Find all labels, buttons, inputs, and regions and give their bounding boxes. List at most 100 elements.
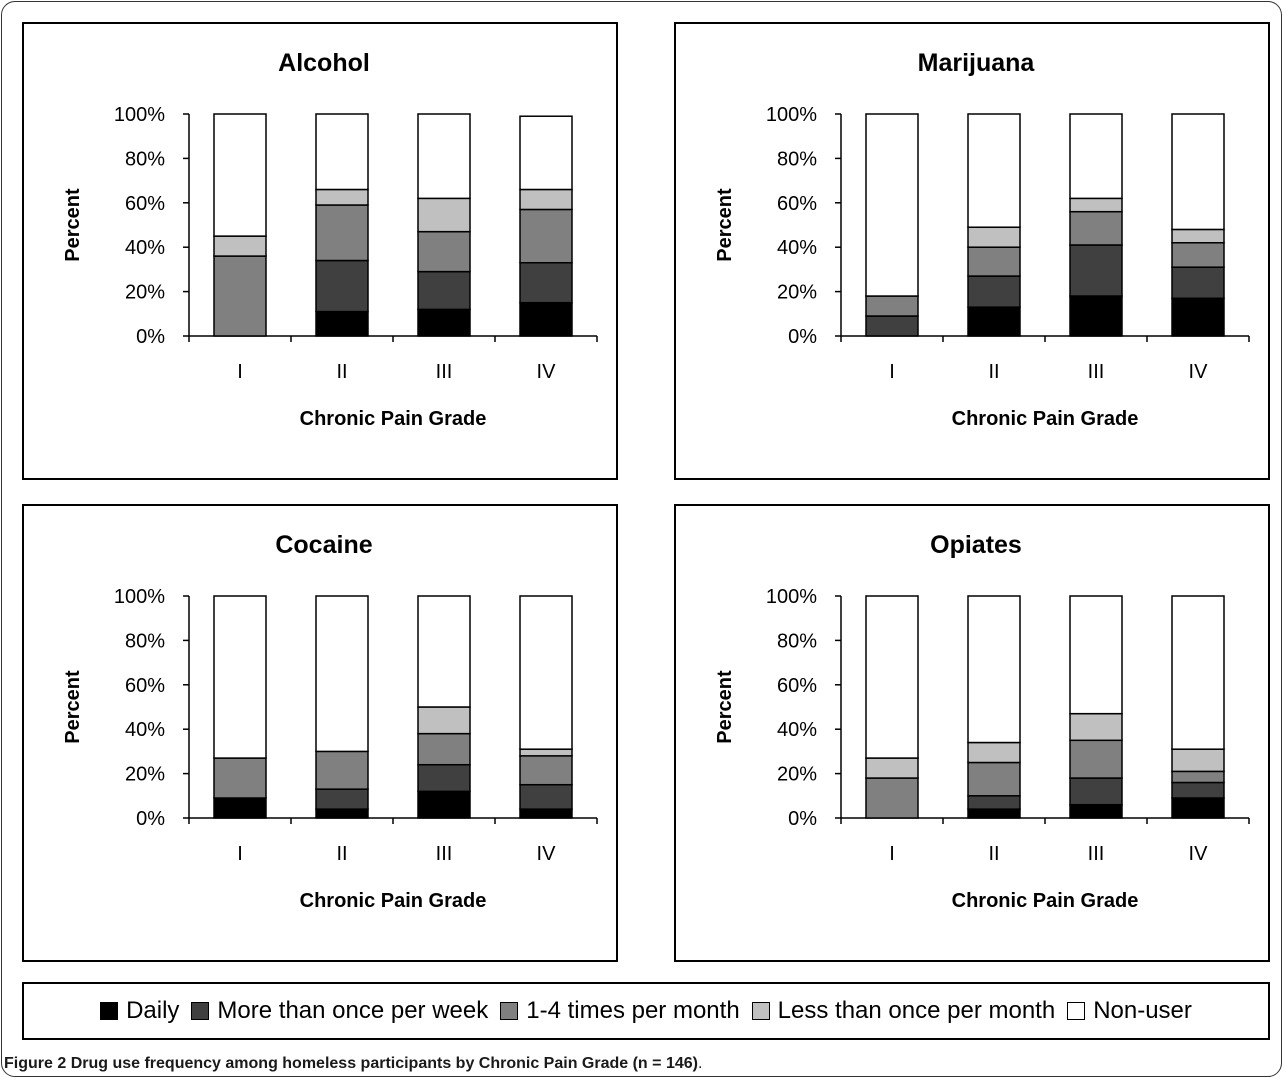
y-tick-label: 100% (114, 586, 165, 608)
bar-segment-less-than-once-per-month (519, 188, 573, 211)
x-tick-label: I (237, 843, 243, 865)
x-axis-label: Chronic Pain Grade (952, 408, 1139, 430)
bar-segment-non-user (417, 113, 471, 200)
bar-segment-1-4-times-per-month (417, 230, 471, 273)
bar-segment-1-4-times-per-month (1171, 770, 1225, 784)
bar-segment-less-than-once-per-month (967, 741, 1021, 764)
bar-segment-1-4-times-per-month (315, 750, 369, 790)
bar-segment-1-4-times-per-month (1069, 210, 1123, 246)
y-tick-label: 60% (125, 193, 165, 215)
bar-segment-non-user (1171, 113, 1225, 231)
bar-segment-more-than-once-per-week (519, 261, 573, 304)
y-axis-label: Percent (714, 670, 736, 744)
x-tick-label: II (336, 843, 347, 865)
legend-item-less-than-once-per-month: Less than once per month (751, 997, 1056, 1025)
y-tick-label: 80% (125, 148, 165, 170)
bar-segment-1-4-times-per-month (1171, 242, 1225, 268)
y-tick-label: 60% (777, 193, 817, 215)
chart-panel-opiates: Opiates 0% 20% 40% 60% 80% 100% I II III IV Chronic… (674, 504, 1270, 962)
y-tick-label: 80% (125, 630, 165, 652)
legend-item-more-than-once-per-week: More than once per week (191, 997, 488, 1025)
x-tick-label: I (889, 361, 895, 383)
bar-segment-1-4-times-per-month (967, 246, 1021, 277)
bar-segment-1-4-times-per-month (315, 204, 369, 262)
bar-segment-1-4-times-per-month (967, 761, 1021, 797)
legend-swatch-less-than-once-per-month (751, 1002, 770, 1020)
bar-segment-1-4-times-per-month (1069, 739, 1123, 779)
legend: Daily More than once per week 1-4 times … (22, 982, 1270, 1040)
legend-label-less-than-once-per-month: Less than once per month (777, 997, 1056, 1024)
y-tick-label: 100% (766, 104, 817, 126)
x-tick-label: IV (1189, 843, 1209, 865)
x-tick-label: II (988, 361, 999, 383)
x-tick-label: IV (537, 843, 557, 865)
x-axis-label: Chronic Pain Grade (300, 890, 487, 912)
bar-segment-less-than-once-per-month (967, 226, 1021, 248)
y-axis-label: Percent (714, 188, 736, 262)
bar-segment-more-than-once-per-week (315, 788, 369, 810)
bar-segment-non-user (865, 113, 919, 297)
bar-segment-non-user (213, 113, 267, 237)
chart-panel-alcohol: Alcohol 0% 20% 40% 60% 80% 100% I II III IV Chronic… (22, 22, 618, 480)
bar-segment-non-user (315, 595, 369, 753)
legend-item-1-4-times-per-month: 1-4 times per month (500, 997, 740, 1025)
y-tick-label: 40% (777, 719, 817, 741)
chart-title: Alcohol (278, 49, 370, 77)
legend-swatch-daily (100, 1002, 119, 1020)
bar-segment-daily (417, 790, 471, 819)
x-tick-label: III (1088, 843, 1105, 865)
legend-swatch-more-than-once-per-week (191, 1002, 210, 1020)
bar-segment-non-user (519, 115, 573, 191)
x-tick-label: IV (1189, 361, 1209, 383)
y-tick-label: 0% (136, 808, 165, 830)
bar-segment-less-than-once-per-month (315, 188, 369, 206)
bar-segment-daily (1171, 297, 1225, 337)
bar-segment-less-than-once-per-month (865, 757, 919, 779)
bar-segment-less-than-once-per-month (417, 706, 471, 735)
chart-title: Opiates (930, 531, 1022, 559)
bar-segment-more-than-once-per-week (519, 783, 573, 810)
bar-segment-1-4-times-per-month (213, 757, 267, 799)
bar-segment-less-than-once-per-month (1069, 197, 1123, 213)
bar-segment-1-4-times-per-month (865, 295, 919, 317)
bar-segment-daily (967, 306, 1021, 337)
bar-segment-daily (519, 301, 573, 337)
bar-segment-non-user (315, 113, 369, 191)
y-axis-label: Percent (62, 670, 84, 744)
bar-segment-non-user (967, 113, 1021, 228)
y-tick-label: 60% (777, 675, 817, 697)
bar-segment-less-than-once-per-month (1171, 228, 1225, 244)
bar-segment-daily (315, 808, 369, 819)
y-tick-label: 20% (777, 764, 817, 786)
bar-segment-daily (967, 808, 1021, 819)
caption-suffix: . (697, 1055, 703, 1072)
bar-segment-less-than-once-per-month (417, 197, 471, 233)
legend-label-non-user: Non-user (1093, 997, 1192, 1024)
y-tick-label: 100% (766, 586, 817, 608)
legend-swatch-1-4-times-per-month (500, 1002, 519, 1020)
bar-segment-less-than-once-per-month (1171, 748, 1225, 773)
bar-segment-daily (417, 308, 471, 337)
y-tick-label: 0% (788, 326, 817, 348)
x-tick-label: II (988, 843, 999, 865)
caption-label: Figure 2 (4, 1055, 67, 1072)
y-tick-label: 100% (114, 104, 165, 126)
y-tick-label: 40% (125, 719, 165, 741)
bar-segment-non-user (1069, 595, 1123, 715)
x-tick-label: III (1088, 361, 1105, 383)
y-tick-label: 80% (777, 148, 817, 170)
x-tick-label: II (336, 361, 347, 383)
bar-segment-daily (519, 808, 573, 819)
bar-segment-more-than-once-per-week (417, 763, 471, 793)
y-tick-label: 0% (788, 808, 817, 830)
bar-segment-1-4-times-per-month (519, 208, 573, 264)
bar-segment-daily (1069, 295, 1123, 337)
bar-segment-less-than-once-per-month (519, 748, 573, 757)
x-tick-label: IV (537, 361, 557, 383)
y-axis-label: Percent (62, 188, 84, 262)
